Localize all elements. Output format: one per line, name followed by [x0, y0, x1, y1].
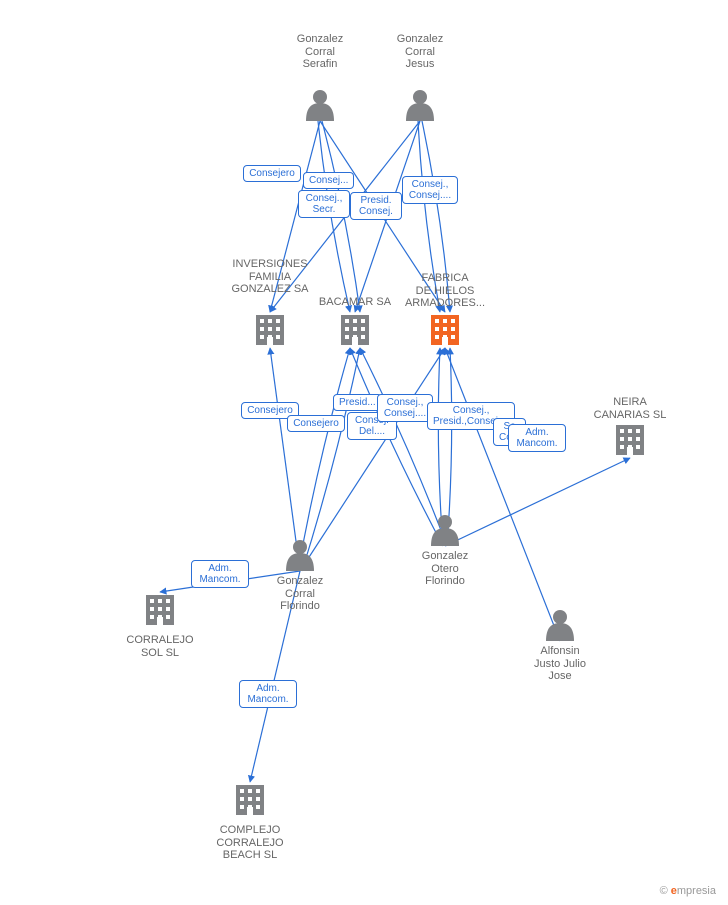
- edge: [270, 348, 300, 571]
- node-label: BACAMAR SA: [319, 296, 391, 309]
- edge: [298, 348, 350, 571]
- node-label: NEIRA CANARIAS SL: [594, 396, 667, 421]
- edge: [360, 348, 447, 546]
- edge-label: Consej., Secr.: [298, 190, 350, 218]
- brand-rest: mpresia: [677, 885, 716, 897]
- diagram-canvas: [0, 0, 728, 905]
- person-icon[interactable]: [406, 90, 434, 121]
- node-label: FABRICA DE HIELOS ARMADORES...: [405, 272, 485, 310]
- edge: [300, 348, 445, 571]
- edge-label: Consej., Consej....: [377, 394, 433, 422]
- edge: [445, 348, 560, 641]
- building-icon[interactable]: [146, 595, 174, 625]
- edge: [445, 458, 630, 546]
- node-label: Gonzalez Corral Florindo: [277, 575, 323, 613]
- edge-label: Adm. Mancom.: [239, 680, 297, 708]
- node-label: Alfonsin Justo Julio Jose: [534, 645, 586, 683]
- edge: [302, 348, 360, 571]
- copyright-symbol: ©: [660, 885, 668, 897]
- building-icon[interactable]: [341, 315, 369, 345]
- node-label: INVERSIONES FAMILIA GONZALEZ SA: [231, 258, 308, 296]
- edge-label: Consejero: [287, 415, 345, 432]
- edge-label: Consej...: [303, 172, 354, 189]
- building-icon[interactable]: [431, 315, 459, 345]
- building-icon[interactable]: [236, 785, 264, 815]
- node-label: COMPLEJO CORRALEJO BEACH SL: [216, 824, 283, 862]
- watermark: © empresia: [660, 885, 716, 897]
- building-icon[interactable]: [616, 425, 644, 455]
- edge-label: Presid. Consej.: [350, 192, 402, 220]
- edge-label: Adm. Mancom.: [191, 560, 249, 588]
- node-label: Gonzalez Otero Florindo: [422, 550, 468, 588]
- edge-label: Adm. Mancom.: [508, 424, 566, 452]
- edge-label: Presid...: [333, 394, 382, 411]
- edge-label: Consej., Consej....: [402, 176, 458, 204]
- edge-label: Consejero: [243, 165, 301, 182]
- building-icon[interactable]: [256, 315, 284, 345]
- node-label: Gonzalez Corral Serafin: [297, 33, 343, 71]
- node-label: CORRALEJO SOL SL: [126, 634, 193, 659]
- edge: [350, 348, 443, 546]
- person-icon[interactable]: [306, 90, 334, 121]
- node-label: Gonzalez Corral Jesus: [397, 33, 443, 71]
